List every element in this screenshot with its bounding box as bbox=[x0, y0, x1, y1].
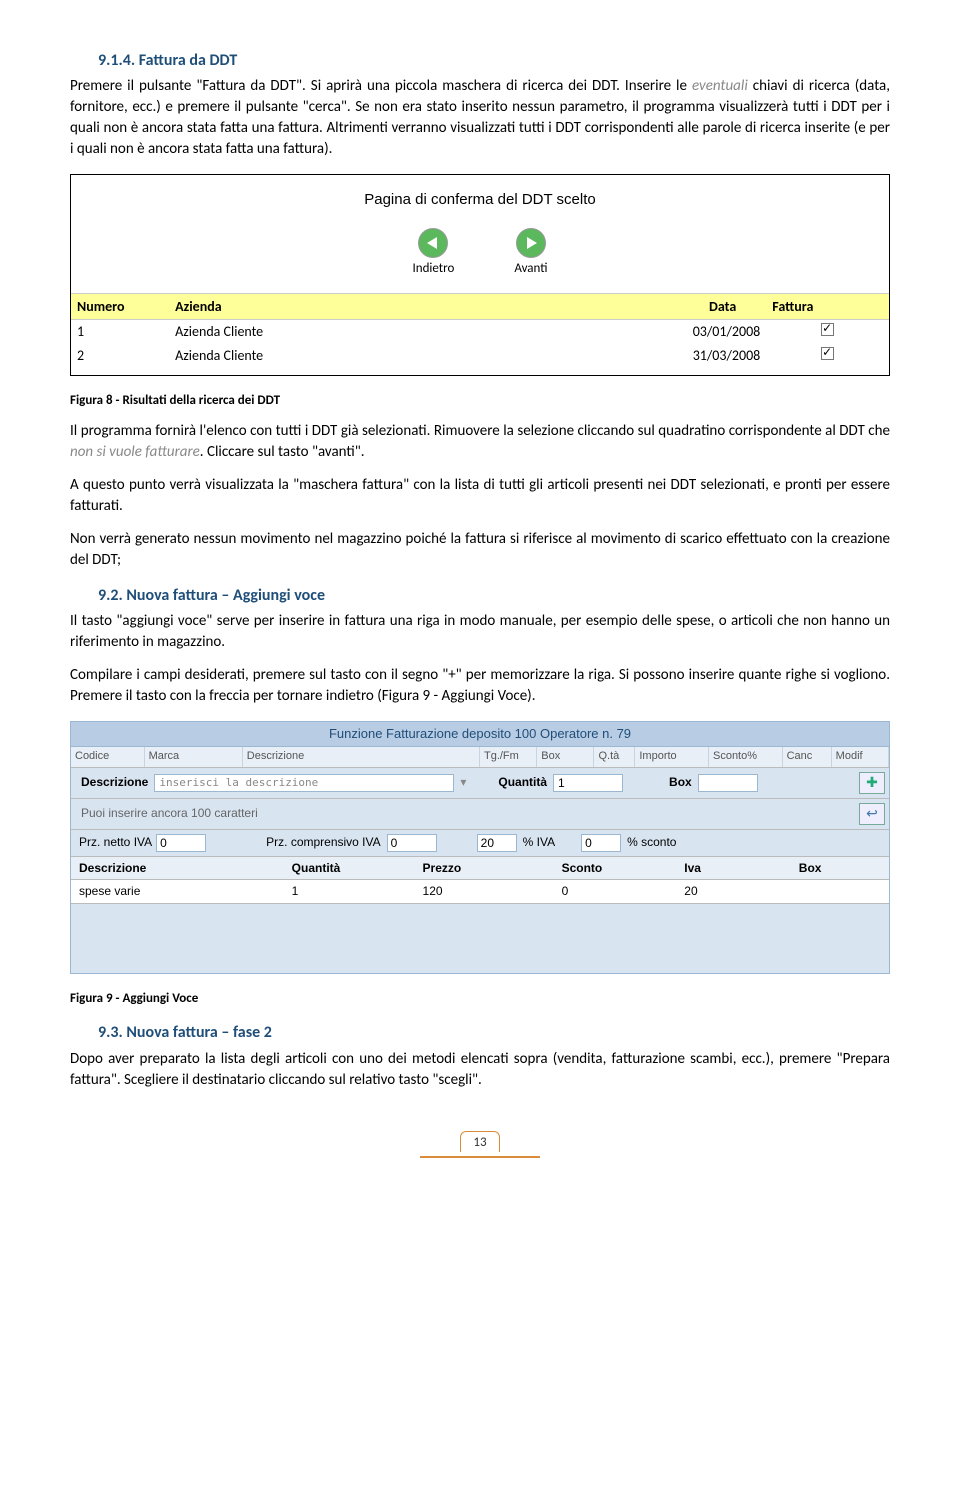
heading-fase-2: 9.3. Nuova fattura – fase 2 bbox=[70, 1022, 890, 1044]
col-fattura: Fattura bbox=[766, 293, 889, 320]
forward-label: Avanti bbox=[514, 260, 547, 278]
cell-qta: 1 bbox=[284, 880, 415, 903]
paragraph: Dopo aver preparato la lista degli artic… bbox=[70, 1049, 890, 1091]
input-comprensivo[interactable]: 0 bbox=[387, 834, 437, 852]
paragraph: Il tasto "aggiungi voce" serve per inser… bbox=[70, 611, 890, 653]
label-comprensivo: Prz. comprensivo IVA bbox=[206, 834, 386, 851]
grid-header: Codice Marca Descrizione Tg./Fm Box Q.tà… bbox=[71, 747, 889, 767]
col-codice: Codice bbox=[71, 747, 145, 766]
hint-row: Puoi inserire ancora 100 caratteri ↩ bbox=[71, 799, 889, 830]
cell-fat bbox=[766, 320, 889, 344]
heading-aggiungi-voce: 9.2. Nuova fattura – Aggiungi voce bbox=[70, 585, 890, 607]
input-descrizione[interactable]: inserisci la descrizione bbox=[154, 774, 454, 792]
col-canc: Canc bbox=[783, 747, 832, 766]
paragraph: A questo punto verrà visualizzata la "ma… bbox=[70, 475, 890, 517]
col-importo: Importo bbox=[635, 747, 709, 766]
paragraph: Compilare i campi desiderati, premere su… bbox=[70, 665, 890, 707]
arrow-right-icon bbox=[516, 228, 546, 258]
col2-sc: Sconto bbox=[554, 857, 677, 880]
blank-area bbox=[71, 903, 889, 973]
back-label: Indietro bbox=[412, 260, 454, 278]
input-row-1: Descrizione inserisci la descrizione ▾ Q… bbox=[71, 768, 889, 799]
screenshot-fatturazione: Funzione Fatturazione deposito 100 Opera… bbox=[70, 721, 890, 974]
cell-num: 2 bbox=[71, 344, 169, 368]
table-row: 2 Azienda Cliente 31/03/2008 bbox=[71, 344, 889, 368]
label-percent-sconto: % sconto bbox=[621, 834, 682, 851]
cell-box bbox=[791, 880, 889, 903]
cell-prz: 120 bbox=[415, 880, 554, 903]
col-tgfm: Tg./Fm bbox=[480, 747, 537, 766]
dialog-title: Pagina di conferma del DDT scelto bbox=[71, 175, 889, 228]
back-button[interactable]: Indietro bbox=[412, 228, 454, 278]
col2-desc: Descrizione bbox=[71, 857, 284, 880]
back-arrow-button[interactable]: ↩ bbox=[859, 803, 885, 825]
col2-qta: Quantità bbox=[284, 857, 415, 880]
nav-buttons: Indietro Avanti bbox=[71, 228, 889, 292]
col2-prz: Prezzo bbox=[415, 857, 554, 880]
paragraph: Premere il pulsante "Fattura da DDT". Si… bbox=[70, 76, 890, 160]
label-box: Box bbox=[663, 774, 698, 791]
col-descrizione: Descrizione bbox=[243, 747, 480, 766]
price-row: Prz. netto IVA 0 Prz. comprensivo IVA 0 … bbox=[71, 830, 889, 857]
page-number: 13 bbox=[460, 1131, 499, 1152]
cell-sc: 0 bbox=[554, 880, 677, 903]
input-percent-sconto[interactable]: 0 bbox=[581, 834, 621, 852]
col2-iva: Iva bbox=[676, 857, 791, 880]
figure-caption-9: Figura 9 - Aggiungi Voce bbox=[70, 990, 890, 1008]
col-sconto: Sconto% bbox=[709, 747, 783, 766]
forward-button[interactable]: Avanti bbox=[514, 228, 547, 278]
label-descrizione: Descrizione bbox=[75, 774, 154, 791]
cell-iva: 20 bbox=[676, 880, 791, 903]
input-quantita[interactable]: 1 bbox=[553, 774, 623, 792]
ddt-table: Numero Azienda Data Fattura 1 Azienda Cl… bbox=[71, 293, 889, 368]
table-header-row: Numero Azienda Data Fattura bbox=[71, 293, 889, 320]
col-numero: Numero bbox=[71, 293, 169, 320]
cell-az: Azienda Cliente bbox=[169, 320, 562, 344]
text-italic: eventuali bbox=[692, 77, 748, 95]
col-qta: Q.tà bbox=[594, 747, 635, 766]
cell-data: 03/01/2008 bbox=[562, 320, 767, 344]
input-netto[interactable]: 0 bbox=[156, 834, 206, 852]
checkbox-checked-icon[interactable] bbox=[821, 323, 834, 336]
cell-az: Azienda Cliente bbox=[169, 344, 562, 368]
window-title: Funzione Fatturazione deposito 100 Opera… bbox=[71, 722, 889, 747]
col2-box: Box bbox=[791, 857, 889, 880]
input-box[interactable] bbox=[698, 774, 758, 792]
col-data: Data bbox=[562, 293, 767, 320]
text: Premere il pulsante "Fattura da DDT". Si… bbox=[70, 77, 692, 95]
text-italic: non si vuole fatturare bbox=[70, 443, 200, 461]
col-marca: Marca bbox=[145, 747, 243, 766]
arrow-left-icon bbox=[418, 228, 448, 258]
items-row: spese varie 1 120 0 20 bbox=[71, 880, 889, 903]
cell-fat bbox=[766, 344, 889, 368]
add-button[interactable]: ✚ bbox=[859, 772, 885, 794]
label-netto: Prz. netto IVA bbox=[75, 834, 156, 851]
items-header: Descrizione Quantità Prezzo Sconto Iva B… bbox=[71, 857, 889, 881]
page-footer: 13 bbox=[70, 1131, 890, 1158]
text: . Cliccare sul tasto "avanti". bbox=[200, 443, 365, 461]
col-azienda: Azienda bbox=[169, 293, 562, 320]
hint-text: Puoi inserire ancora 100 caratteri bbox=[75, 805, 258, 822]
screenshot-ddt-confirm: Pagina di conferma del DDT scelto Indiet… bbox=[70, 174, 890, 376]
input-percent-iva[interactable]: 20 bbox=[477, 834, 517, 852]
cell-desc: spese varie bbox=[71, 880, 284, 903]
text: Il programma fornirà l'elenco con tutti … bbox=[70, 422, 890, 440]
cell-num: 1 bbox=[71, 320, 169, 344]
paragraph: Il programma fornirà l'elenco con tutti … bbox=[70, 421, 890, 463]
label-quantita: Quantità bbox=[492, 774, 553, 791]
col-box: Box bbox=[537, 747, 594, 766]
label-percent-iva: % IVA bbox=[517, 834, 561, 851]
checkbox-checked-icon[interactable] bbox=[821, 347, 834, 360]
cell-data: 31/03/2008 bbox=[562, 344, 767, 368]
figure-caption-8: Figura 8 - Risultati della ricerca dei D… bbox=[70, 392, 890, 410]
stepper-icon[interactable]: ▾ bbox=[454, 774, 472, 791]
col-modif: Modif bbox=[832, 747, 889, 766]
heading-fattura-ddt: 9.1.4. Fattura da DDT bbox=[70, 50, 890, 72]
table-row: 1 Azienda Cliente 03/01/2008 bbox=[71, 320, 889, 344]
paragraph: Non verrà generato nessun movimento nel … bbox=[70, 529, 890, 571]
